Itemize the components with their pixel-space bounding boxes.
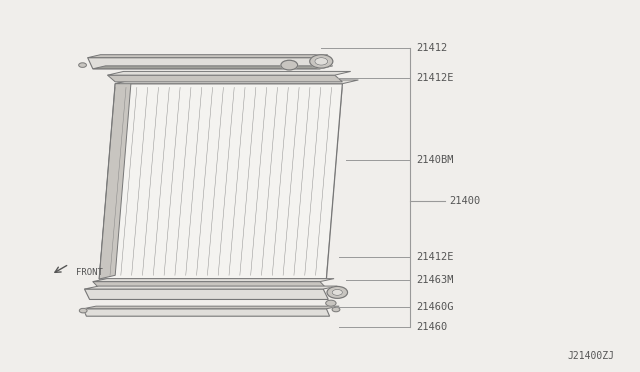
Circle shape — [332, 289, 342, 295]
Text: 21400: 21400 — [449, 196, 481, 206]
Text: 21463M: 21463M — [416, 275, 454, 285]
Polygon shape — [83, 306, 339, 309]
Polygon shape — [99, 80, 131, 279]
Circle shape — [79, 63, 86, 67]
Polygon shape — [115, 80, 358, 84]
Circle shape — [315, 58, 328, 65]
Polygon shape — [88, 58, 320, 69]
Circle shape — [332, 307, 340, 312]
Text: 21412E: 21412E — [416, 252, 454, 262]
Text: FRONT: FRONT — [76, 268, 102, 277]
Polygon shape — [108, 71, 351, 75]
Polygon shape — [93, 282, 326, 288]
Text: 21412E: 21412E — [416, 73, 454, 83]
Circle shape — [79, 308, 87, 313]
Polygon shape — [108, 75, 342, 82]
Polygon shape — [93, 66, 333, 69]
Polygon shape — [83, 309, 330, 316]
Text: 21460G: 21460G — [416, 302, 454, 312]
Circle shape — [327, 286, 348, 298]
Text: 21460: 21460 — [416, 323, 447, 332]
Polygon shape — [84, 286, 337, 289]
Polygon shape — [88, 55, 328, 58]
Polygon shape — [99, 84, 342, 279]
Circle shape — [326, 300, 336, 306]
Text: 21412: 21412 — [416, 44, 447, 53]
Circle shape — [281, 60, 298, 70]
Text: 2140BM: 2140BM — [416, 155, 454, 165]
Polygon shape — [93, 279, 334, 282]
Text: J21400ZJ: J21400ZJ — [568, 351, 614, 361]
Circle shape — [310, 55, 333, 68]
Polygon shape — [84, 289, 328, 299]
